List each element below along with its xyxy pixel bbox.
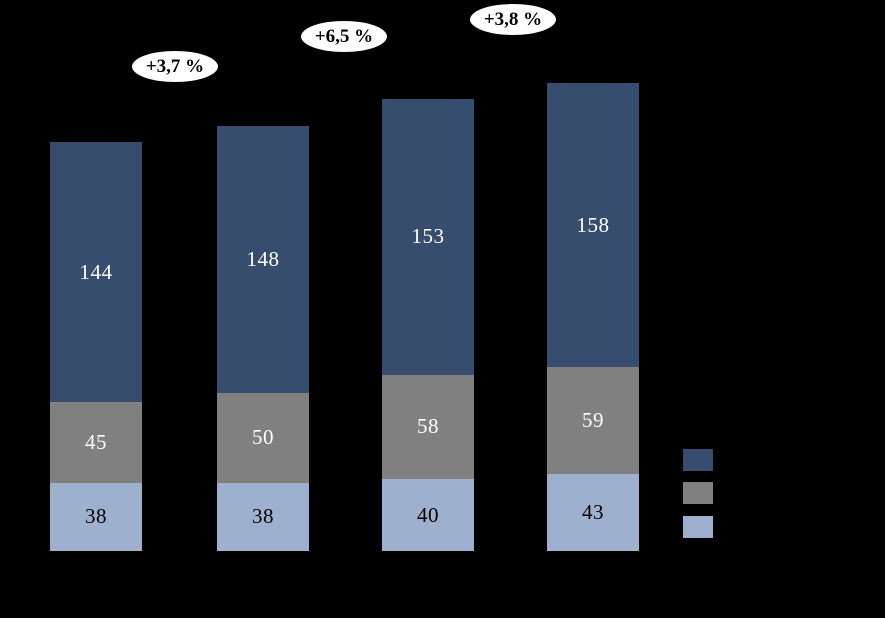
bar-segment-gray-segment: 59 [547,367,639,474]
growth-annotation-oval: +3,8 % [469,3,557,36]
growth-annotation-oval: +3,7 % [131,50,219,83]
bar-segment-gray-segment: 58 [382,374,474,479]
bar-value-label: 50 [252,425,274,450]
legend-swatch-gray-series [683,482,713,504]
bar-value-label: 40 [417,502,439,527]
bar-value-label: 59 [582,408,604,433]
bar-segment-gray-segment: 50 [217,392,309,483]
bar-value-label: 58 [417,414,439,439]
bar-value-label: 144 [79,259,113,284]
bar-value-label: 43 [582,499,604,524]
stacked-bar: 148 50 38 [217,126,309,551]
legend-swatch-dark-blue-series [683,449,713,471]
bar-segment-dark-blue-segment: 158 [547,83,639,368]
bar-value-label: 153 [411,224,445,249]
bar-segment-light-blue-segment: 38 [217,482,309,551]
bar-value-label: 38 [85,504,107,529]
bar-segment-dark-blue-segment: 148 [217,126,309,393]
legend-swatch-light-blue-series [683,516,713,538]
stacked-bar: 144 45 38 [50,142,142,551]
stacked-bar: 153 58 40 [382,99,474,551]
bar-segment-dark-blue-segment: 153 [382,99,474,375]
bar-value-label: 45 [85,429,107,454]
bar-segment-gray-segment: 45 [50,401,142,483]
growth-annotation-label: +6,5 % [314,26,374,47]
growth-annotation-label: +3,7 % [145,56,205,77]
bar-segment-light-blue-segment: 43 [547,473,639,551]
growth-annotation-oval: +6,5 % [300,20,388,53]
bar-value-label: 158 [576,212,610,237]
bar-value-label: 38 [252,504,274,529]
bar-segment-light-blue-segment: 40 [382,479,474,551]
bar-segment-dark-blue-segment: 144 [50,142,142,402]
bar-segment-light-blue-segment: 38 [50,482,142,551]
bar-value-label: 148 [246,246,280,271]
stacked-bar: 158 59 43 [547,83,639,551]
growth-annotation-label: +3,8 % [483,9,543,30]
